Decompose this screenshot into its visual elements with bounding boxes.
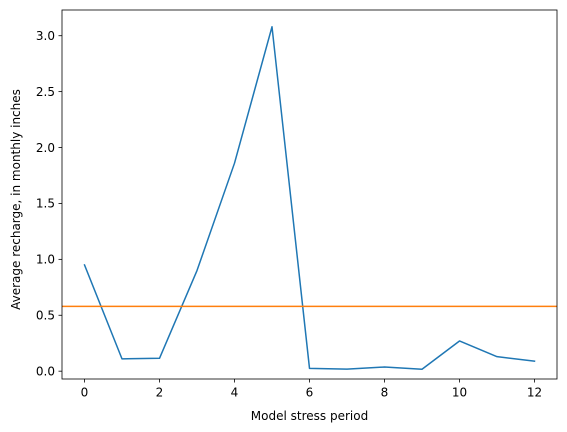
series-line-0 <box>83 26 536 371</box>
y-axis-label: Average recharge, in monthly inches <box>9 89 23 310</box>
x-tick-label-4: 8 <box>381 386 389 400</box>
x-tick-label-0: 0 <box>81 386 89 400</box>
x-tick-label-3: 6 <box>306 386 314 400</box>
y-tick-label-2: 1.0 <box>36 253 55 267</box>
y-tick-label-1: 0.5 <box>36 309 55 323</box>
plot-area <box>62 26 557 371</box>
x-tick-label-5: 10 <box>452 386 467 400</box>
plot-content <box>62 26 557 371</box>
x-axis-label: Model stress period <box>251 409 368 423</box>
x-tick-label-6: 12 <box>527 386 542 400</box>
axes: 0 2 4 6 8 10 12 0.0 0.5 1.0 1.5 2.0 2.5 3.0 <box>36 9 558 400</box>
x-tick-label-2: 4 <box>231 386 239 400</box>
x-tick-label-1: 2 <box>156 386 164 400</box>
y-tick-label-5: 2.5 <box>36 85 55 99</box>
y-tick-label-0: 0.0 <box>36 364 55 378</box>
y-tick-label-4: 2.0 <box>36 141 55 155</box>
y-tick-label-6: 3.0 <box>36 29 55 43</box>
y-tick-label-3: 1.5 <box>36 197 55 211</box>
